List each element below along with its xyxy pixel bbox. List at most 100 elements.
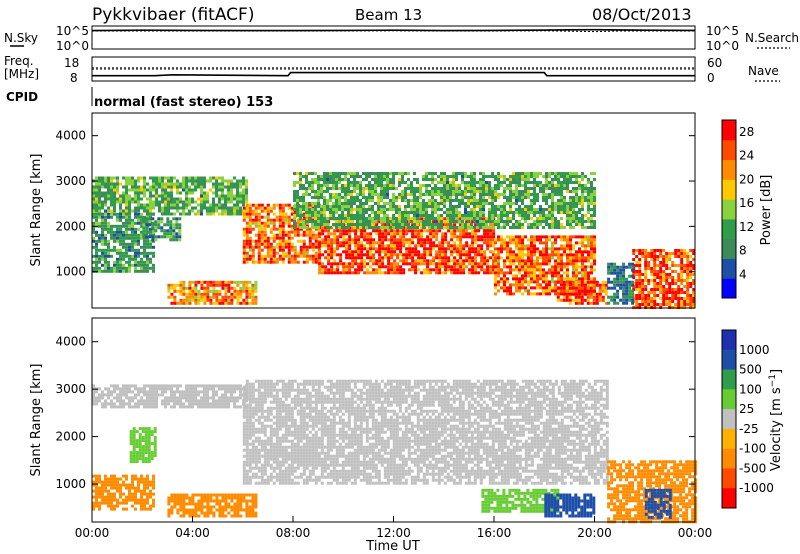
power-cell [245, 224, 249, 228]
power-cell [548, 283, 551, 287]
power-cell [353, 190, 356, 193]
power-cell [509, 271, 512, 275]
power-cell [348, 268, 352, 272]
power-cell [375, 250, 379, 254]
power-cell [149, 227, 152, 231]
power-cell [425, 190, 428, 193]
power-cell [452, 190, 455, 193]
power-cell [173, 298, 177, 302]
power-cell [446, 184, 449, 187]
power-cell [434, 217, 437, 220]
power-cell [212, 295, 216, 299]
power-cell [368, 196, 371, 199]
power-cell [527, 226, 530, 229]
power-cell [459, 232, 463, 236]
power-cell [363, 247, 367, 251]
power-cell [411, 259, 415, 263]
power-cell [419, 184, 422, 187]
power-cell [119, 194, 122, 198]
power-cell [476, 181, 479, 184]
power-cell [290, 236, 294, 240]
power-cell [242, 239, 246, 243]
noise-left-tick-bottom: 10^0 [56, 39, 89, 53]
power-cell [414, 229, 418, 233]
power-cell [489, 265, 493, 269]
power-cell [411, 256, 415, 260]
power-cell [175, 220, 179, 224]
power-cell [530, 262, 533, 266]
power-cell [308, 227, 312, 231]
power-cell [333, 229, 337, 233]
power-cell [317, 199, 320, 202]
power-cell [302, 248, 306, 252]
power-cell [347, 187, 350, 190]
power-cell [461, 190, 464, 193]
power-cell [476, 220, 479, 223]
power-cell [155, 188, 158, 192]
power-cell [348, 253, 352, 257]
power-cell [590, 217, 593, 220]
power-cell [175, 238, 179, 242]
power-cell [515, 253, 518, 257]
power-cell [560, 190, 563, 193]
power-cell [248, 245, 252, 249]
power-cell [422, 223, 425, 226]
power-cell [149, 260, 152, 264]
power-cell [131, 188, 134, 192]
power-cell [506, 199, 509, 202]
power-cell [194, 283, 198, 287]
power-cell [116, 200, 119, 204]
power-cell [269, 245, 273, 249]
power-cell [464, 193, 467, 196]
power-cell [308, 220, 311, 223]
power-cell [593, 262, 596, 266]
power-cell [497, 250, 500, 254]
power-cell [404, 199, 407, 202]
power-cell [479, 217, 482, 220]
power-cell [248, 289, 252, 293]
power-cell [332, 223, 335, 226]
power-cell [494, 277, 497, 281]
power-cell [402, 256, 406, 260]
power-cell [369, 244, 373, 248]
power-cell [178, 232, 182, 236]
power-cell [377, 196, 380, 199]
power-cell [308, 254, 312, 258]
power-cell [692, 288, 696, 291]
power-cell [420, 223, 424, 227]
power-cell [230, 212, 233, 216]
power-cell [145, 229, 149, 233]
power-cell [425, 178, 428, 181]
power-cell [116, 263, 119, 267]
power-cell [444, 232, 448, 236]
power-cell [503, 241, 506, 245]
power-cell [536, 292, 539, 296]
power-cell [474, 259, 478, 263]
power-cell [518, 259, 521, 263]
power-cell [242, 209, 246, 213]
power-cell [575, 277, 578, 281]
power-cell [598, 295, 602, 299]
power-cell [311, 178, 314, 181]
power-cell [203, 206, 206, 210]
power-cell [461, 220, 464, 223]
power-cell [323, 205, 326, 208]
power-cell [560, 187, 563, 190]
power-cell [359, 223, 362, 226]
power-cell [515, 193, 518, 196]
power-cell [160, 226, 164, 230]
power-cell [521, 280, 524, 284]
power-cell [98, 233, 101, 237]
power-cell [671, 252, 675, 255]
power-cell [338, 214, 341, 217]
power-cell [230, 280, 234, 284]
power-cell [494, 253, 497, 257]
power-cell [345, 247, 349, 251]
power-cell [554, 241, 557, 245]
power-cell [524, 268, 527, 272]
power-cell [350, 199, 353, 202]
power-cell [390, 250, 394, 254]
power-cell [362, 208, 365, 211]
power-cell [305, 221, 309, 225]
power-cell [245, 182, 248, 186]
